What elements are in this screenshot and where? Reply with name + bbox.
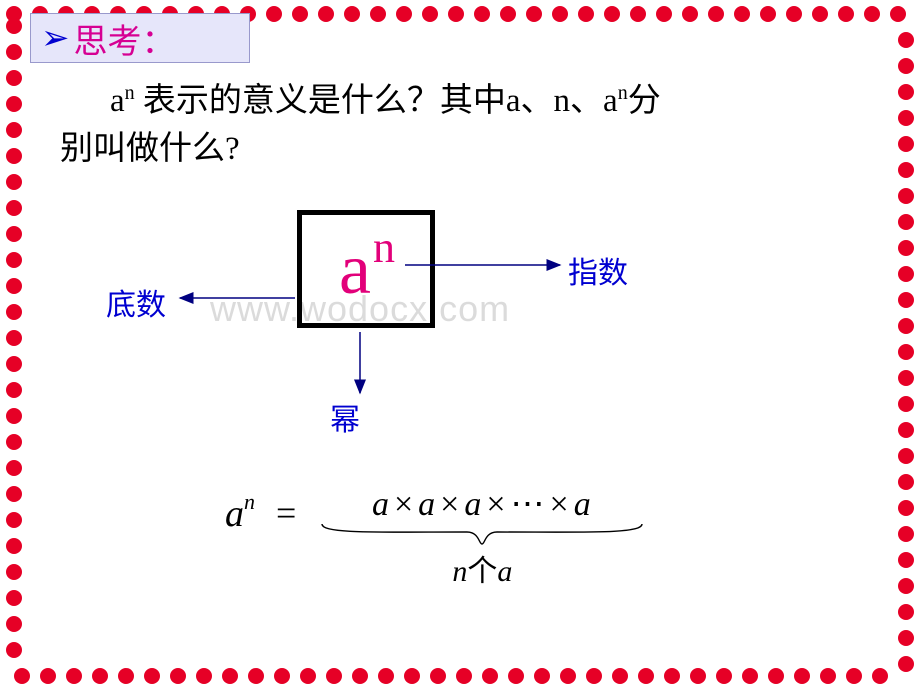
underbrace-icon (317, 522, 647, 548)
base-letter: a (339, 233, 371, 305)
under-text: 个 (467, 555, 497, 588)
q-sup2: n (618, 82, 628, 104)
label-base: 底数 (106, 280, 166, 324)
question-text: an 表示的意义是什么？其中a、n、an分 别叫做什么? (60, 78, 880, 174)
eq-equals: = (276, 492, 296, 534)
eq-lhs: an (225, 492, 255, 536)
eq-underlabel: n个a (317, 546, 647, 590)
q-line2: 别叫做什么? (60, 131, 240, 167)
slide-canvas: ➢ 思考： an 表示的意义是什么？其中a、n、an分 别叫做什么? www.w… (0, 0, 920, 690)
eq-rhs: a×a×a×⋯×a (372, 486, 593, 523)
q-sup1: n (125, 82, 135, 104)
label-power: 幂 (330, 395, 360, 439)
eq-rhs-wrap: a×a×a×⋯×a n个a (317, 482, 647, 590)
q-a: a (110, 83, 125, 119)
arrowhead-icon: ➢ (41, 18, 70, 58)
under-n: n (452, 555, 467, 588)
label-exponent: 指数 (568, 248, 628, 292)
eq-lhs-exp: n (244, 489, 255, 514)
think-label: 思考： (74, 14, 176, 63)
under-a: a (497, 555, 512, 588)
equation: an = a×a×a×⋯×a n个a (225, 482, 647, 590)
q-rest: 表示的意义是什么？其中a、n、a (135, 83, 618, 119)
q-tail: 分 (628, 83, 661, 119)
eq-lhs-base: a (225, 493, 244, 535)
exponent-letter: n (373, 222, 395, 273)
think-box: ➢ 思考： (30, 13, 250, 63)
exponent-box: an (297, 210, 435, 328)
